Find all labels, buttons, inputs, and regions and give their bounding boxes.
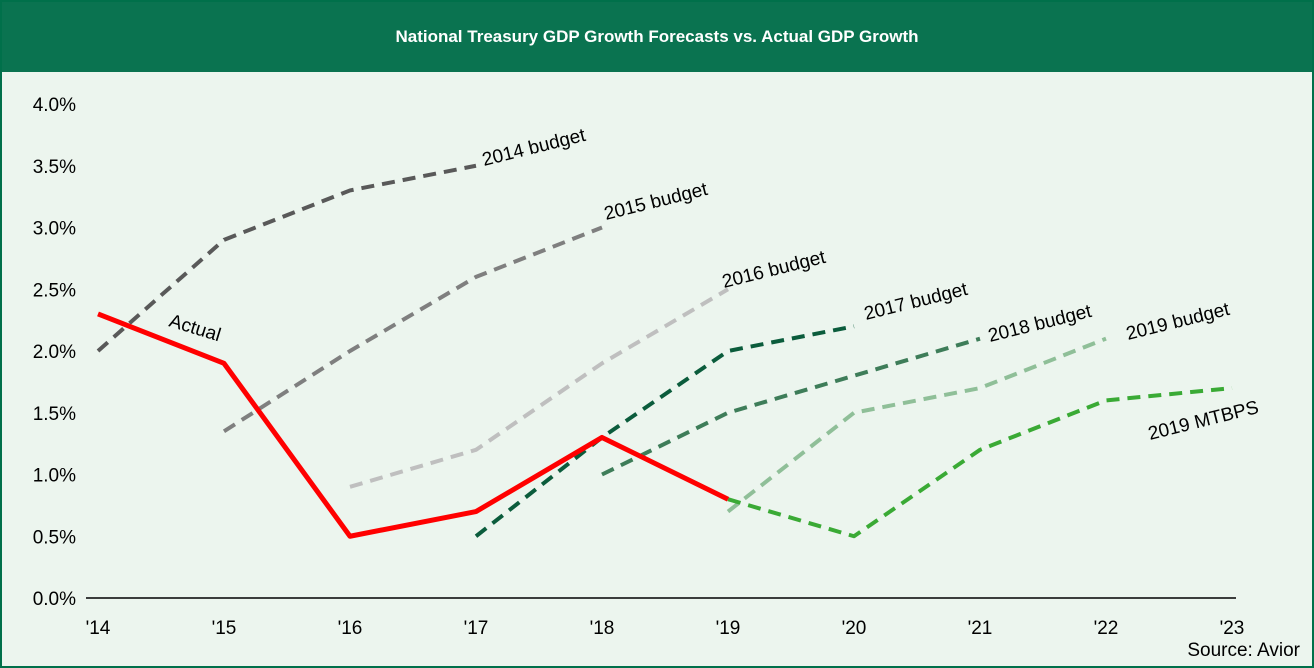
y-tick-label: 0.0%: [33, 589, 76, 610]
series-label-actual: Actual: [167, 311, 224, 347]
series-line-2014-budget: [96, 163, 477, 353]
y-tick-label: 2.0%: [33, 342, 76, 363]
y-tick-label: 2.5%: [33, 280, 76, 301]
series-label-2015-budget: 2015 budget: [602, 179, 710, 225]
series-label-2019-budget: 2019 budget: [1124, 299, 1232, 345]
x-tick-label: '14: [86, 618, 111, 639]
series-line-2019-mtbps: [727, 386, 1233, 539]
series-label-2018-budget: 2018 budget: [986, 301, 1094, 347]
series-line-2016-budget: [349, 287, 730, 489]
y-tick-label: 1.0%: [33, 466, 76, 487]
x-tick-label: '17: [464, 618, 489, 639]
x-tick-label: '18: [590, 618, 615, 639]
x-tick-label: '22: [1094, 618, 1119, 639]
series-line-2018-budget: [601, 336, 981, 477]
x-tick-label: '15: [212, 618, 237, 639]
x-tick-label: '16: [338, 618, 363, 639]
y-tick-label: 1.5%: [33, 404, 76, 425]
series-line-2017-budget: [474, 324, 855, 538]
series-line-2019-budget: [726, 336, 1107, 514]
x-tick-label: '20: [842, 618, 867, 639]
x-tick-label: '23: [1220, 618, 1245, 639]
series-label-2019-mtbps: 2019 MTBPS: [1146, 397, 1261, 445]
series-label-2016-budget: 2016 budget: [720, 247, 828, 293]
y-tick-label: 3.5%: [33, 157, 76, 178]
chart-title: National Treasury GDP Growth Forecasts v…: [395, 27, 919, 46]
series-line-2015-budget: [222, 225, 603, 433]
y-tick-label: 3.0%: [33, 219, 76, 240]
series-label-2017-budget: 2017 budget: [862, 279, 970, 325]
source-note: Source: Avior: [1187, 640, 1300, 661]
series-label-2014-budget: 2014 budget: [480, 125, 588, 171]
x-tick-label: '21: [968, 618, 993, 639]
y-tick-label: 0.5%: [33, 527, 76, 548]
y-tick-label: 4.0%: [33, 95, 76, 116]
series-line-actual: [97, 311, 730, 539]
chart-header: National Treasury GDP Growth Forecasts v…: [2, 2, 1312, 72]
x-tick-label: '19: [716, 618, 741, 639]
